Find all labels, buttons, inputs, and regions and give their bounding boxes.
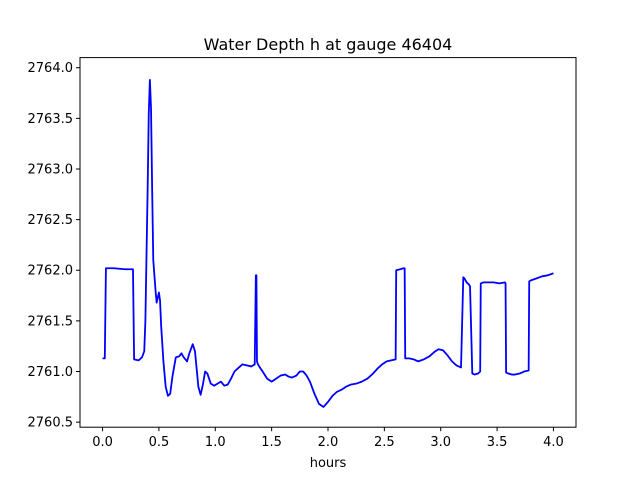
x-tick-label: 0.5 (149, 435, 170, 450)
x-tick-label: 1.5 (261, 435, 282, 450)
x-tick-label: 1.0 (205, 435, 226, 450)
x-tick-label: 2.5 (374, 435, 395, 450)
y-tick-label: 2761.0 (28, 365, 74, 380)
plot-frame (79, 57, 577, 428)
y-tick-label: 2760.5 (28, 416, 74, 431)
y-tick-label: 2762.5 (28, 213, 74, 228)
x-axis: 0.0 0.5 1.0 1.5 2.0 2.5 3.0 3.5 4.0 (92, 427, 564, 450)
chart-title: Water Depth h at gauge 46404 (204, 35, 453, 54)
y-tick-label: 2764.0 (28, 61, 74, 76)
y-axis: 2760.5 2761.0 2761.5 2762.0 2762.5 2763.0 2763… (28, 61, 80, 431)
x-tick-label: 2.0 (318, 435, 339, 450)
y-tick-label: 2763.5 (28, 112, 74, 127)
x-axis-label: hours (310, 456, 347, 471)
x-tick-label: 3.5 (487, 435, 508, 450)
x-tick-label: 3.0 (430, 435, 451, 450)
series-line (102, 78, 554, 408)
y-tick-label: 2762.0 (28, 264, 74, 279)
x-tick-label: 0.0 (92, 435, 113, 450)
y-tick-label: 2761.5 (28, 314, 74, 329)
y-tick-label: 2763.0 (28, 162, 74, 177)
x-tick-label: 4.0 (543, 435, 564, 450)
